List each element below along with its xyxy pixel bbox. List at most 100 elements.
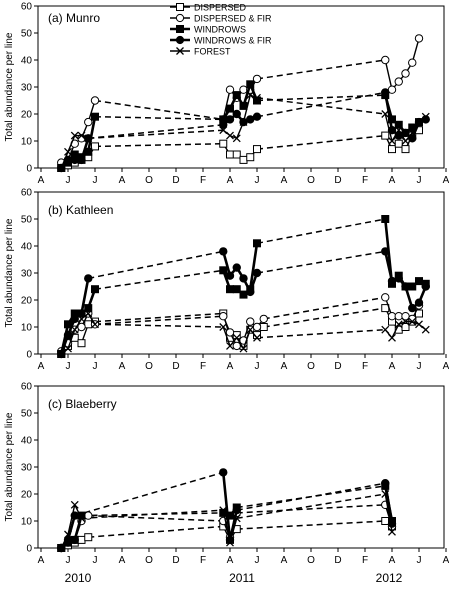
y-tick-label: 60 <box>21 2 33 13</box>
y-tick-label: 50 <box>21 215 33 226</box>
data-point-windrows <box>226 285 234 294</box>
data-point-forest <box>84 134 93 143</box>
data-point-windrows-fir <box>381 88 390 97</box>
dashed-connector-dispersed <box>94 142 224 148</box>
data-point-forest <box>64 147 72 156</box>
legend-item-windrows-fir: WINDROWS & FIR <box>170 36 272 46</box>
data-point-forest <box>394 126 403 135</box>
data-point-forest <box>421 325 430 334</box>
data-point-forest <box>253 333 261 342</box>
x-tick-label: D <box>172 175 179 186</box>
y-tick-label: 60 <box>21 382 33 393</box>
x-tick-label: O <box>307 555 315 566</box>
data-point-forest <box>415 118 423 127</box>
legend-item-dispersed-fir: DISPERSED & FIR <box>170 14 272 24</box>
dashed-connector-forest <box>256 328 386 339</box>
y-tick-label: 30 <box>21 269 33 280</box>
x-tick-label: O <box>307 175 315 186</box>
data-point-dispersed-fir <box>246 317 255 326</box>
year-label-2011: 2011 <box>229 571 255 585</box>
data-point-forest <box>77 514 86 523</box>
data-point-dispersed <box>219 139 228 148</box>
data-point-dispersed <box>77 535 86 544</box>
data-point-dispersed-fir <box>225 328 235 337</box>
data-point-dispersed-fir <box>381 293 390 302</box>
x-tick-label: A <box>281 361 288 372</box>
series-group <box>57 215 430 359</box>
data-point-windrows-fir <box>421 282 430 291</box>
series-group <box>57 468 397 553</box>
y-ticks: 0 10 20 30 40 50 60 <box>21 2 38 175</box>
data-point-dispersed-fir <box>84 117 93 127</box>
legend-item-forest: FOREST <box>170 47 231 57</box>
y-tick-label: 50 <box>21 29 33 40</box>
dashed-connector-windrows <box>94 269 224 290</box>
data-point-forest <box>84 309 93 318</box>
x-tick-label: A <box>389 361 396 372</box>
x-tick-label: F <box>200 175 206 186</box>
data-point-dispersed <box>77 339 86 348</box>
panel-kathleen: (b) Kathleen Total abundance per line 0 1… <box>4 188 449 373</box>
series-line-forest <box>384 493 393 532</box>
data-point-windrows-fir <box>239 274 248 283</box>
data-point-forest <box>219 323 228 331</box>
data-point-windrows-fir <box>232 109 241 119</box>
dashed-connector-forest <box>236 493 386 520</box>
x-tick-label: D <box>334 361 341 372</box>
data-point-forest <box>381 490 390 498</box>
x-tick-label: A <box>389 175 396 186</box>
data-point-dispersed-fir <box>259 314 268 324</box>
x-tick-label: A <box>443 361 449 372</box>
dashed-connector-windrows-fir <box>74 471 224 517</box>
dashed-connector-dispersed-fir <box>94 99 224 121</box>
dashed-connector-dispersed <box>236 520 386 530</box>
data-point-dispersed <box>388 145 396 154</box>
data-point-windrows <box>232 285 241 294</box>
data-point-forest <box>226 131 234 140</box>
data-point-windrows <box>219 266 228 275</box>
legend-label: WINDROWS & FIR <box>194 36 272 46</box>
data-point-dispersed <box>226 150 234 159</box>
x-tick-label: J <box>417 555 422 566</box>
data-point-dispersed <box>259 323 268 331</box>
data-point-forest <box>415 320 423 329</box>
dashed-connector-dispersed-fir <box>263 296 386 320</box>
data-point-windrows <box>239 290 248 299</box>
y-axis-label: Total abundance per line <box>4 218 15 327</box>
y-tick-label: 20 <box>21 296 33 307</box>
y-tick-label: 0 <box>26 350 32 361</box>
y-tick-label: 40 <box>21 242 33 253</box>
x-tick-label: O <box>145 175 153 186</box>
x-tick-label: J <box>417 361 422 372</box>
x-tick-label: F <box>200 555 206 566</box>
y-ticks: 0 10 20 30 40 50 60 <box>21 382 38 555</box>
x-tick-label: J <box>93 555 98 566</box>
dashed-connector-dispersed-fir <box>236 504 386 514</box>
dashed-connector-dispersed <box>94 312 224 323</box>
y-axis-label: Total abundance per line <box>4 412 15 521</box>
x-tick-label: J <box>93 361 98 372</box>
data-point-windrows-fir <box>219 247 228 256</box>
x-tick-label: A <box>119 175 126 186</box>
dashed-connector-windrows <box>256 218 386 245</box>
data-point-dispersed-fir <box>414 34 424 43</box>
x-tick-label: J <box>255 555 260 566</box>
x-tick-label: J <box>66 361 71 372</box>
x-tick-label: O <box>145 361 153 372</box>
y-tick-label: 50 <box>21 409 33 420</box>
data-point-windrows-fir <box>63 330 73 340</box>
data-point-windrows-fir <box>252 112 262 121</box>
data-point-windrows-fir <box>381 247 390 256</box>
x-tick-label: A <box>119 361 126 372</box>
x-tick-label: J <box>66 175 71 186</box>
panel-blaeberry: (c) Blaeberry Total abundance per line 0… <box>4 382 449 567</box>
x-tick-label: J <box>255 175 260 186</box>
x-tick-label: F <box>200 361 206 372</box>
data-point-windrows <box>232 91 241 100</box>
y-tick-label: 40 <box>21 56 33 67</box>
x-tick-label: D <box>334 175 341 186</box>
series-line-windrows-fir <box>383 482 394 524</box>
x-tick-label: D <box>172 555 179 566</box>
data-point-dispersed-fir <box>252 322 262 332</box>
